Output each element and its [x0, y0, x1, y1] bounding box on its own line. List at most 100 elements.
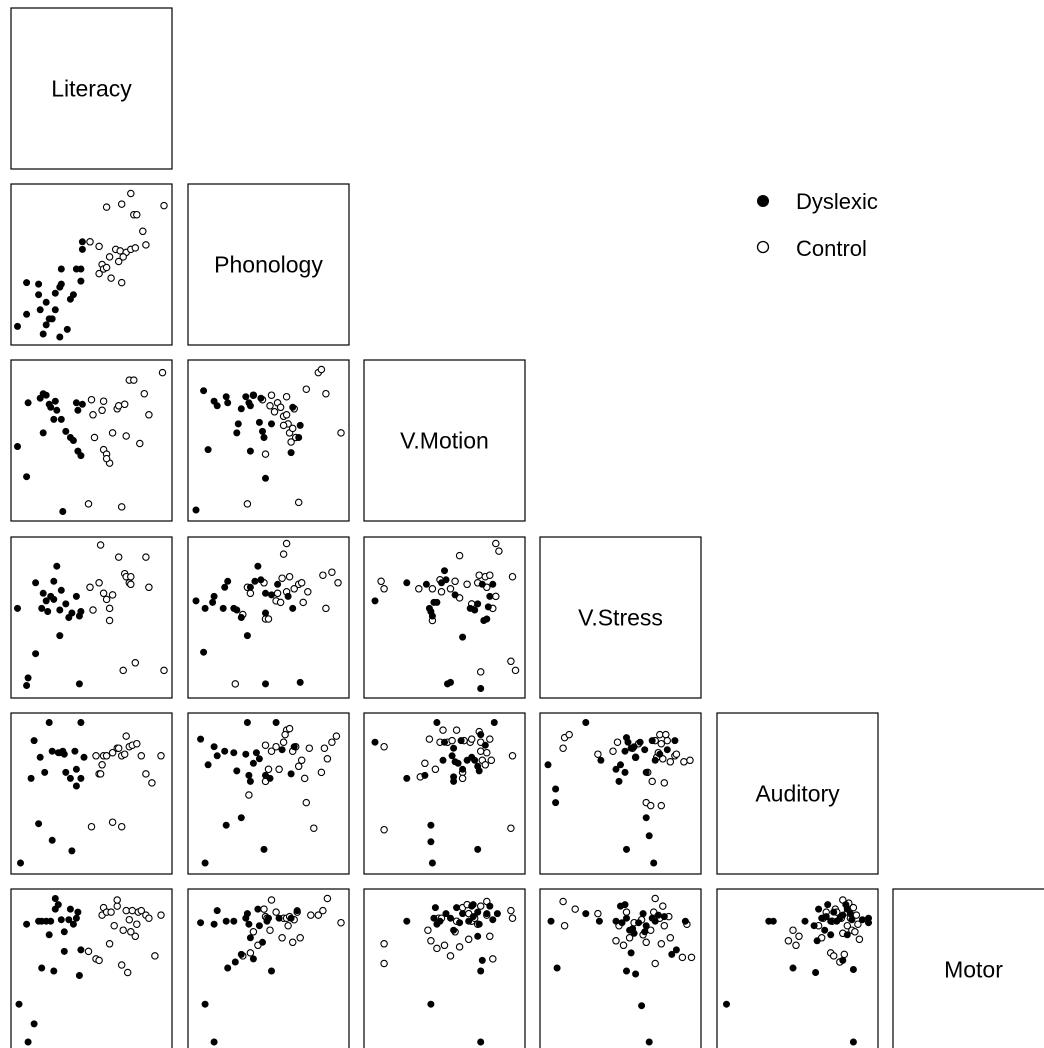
- point-dyslexic: [272, 718, 280, 726]
- point-dyslexic: [233, 606, 241, 614]
- point-dyslexic: [430, 914, 438, 922]
- point-control: [105, 616, 114, 625]
- point-dyslexic: [439, 756, 447, 764]
- point-dyslexic: [622, 914, 630, 922]
- point-dyslexic: [233, 767, 241, 775]
- point-control: [119, 926, 127, 934]
- point-control: [102, 203, 111, 211]
- panel-phonology-vs-motor: [187, 888, 350, 1048]
- point-dyslexic: [249, 391, 257, 399]
- point-dyslexic: [48, 836, 56, 844]
- point-dyslexic: [486, 902, 494, 910]
- point-control: [92, 752, 100, 760]
- point-control: [288, 938, 297, 947]
- panel-literacy-vs-v-stress: [10, 536, 173, 699]
- point-control: [666, 934, 675, 942]
- point-control: [421, 759, 429, 768]
- point-dyslexic: [224, 577, 232, 585]
- point-dyslexic: [57, 280, 65, 288]
- point-dyslexic: [75, 971, 83, 979]
- point-dyslexic: [23, 920, 31, 928]
- point-control: [261, 450, 270, 458]
- point-dyslexic: [293, 907, 301, 915]
- point-control: [122, 732, 130, 740]
- point-control: [105, 940, 114, 948]
- point-dyslexic: [38, 604, 46, 612]
- point-dyslexic: [469, 913, 477, 921]
- point-dyslexic: [243, 910, 251, 918]
- point-control: [276, 403, 285, 412]
- point-dyslexic: [69, 291, 77, 299]
- point-dyslexic: [48, 315, 56, 323]
- panel-frame: [363, 536, 526, 699]
- point-dyslexic: [80, 753, 88, 761]
- point-dyslexic: [36, 753, 44, 761]
- point-control: [95, 269, 103, 278]
- point-control: [125, 915, 134, 924]
- point-dyslexic: [552, 785, 560, 793]
- point-dyslexic: [450, 926, 458, 934]
- point-control: [142, 770, 150, 778]
- point-dyslexic: [210, 592, 218, 600]
- point-control: [276, 598, 285, 607]
- point-control: [117, 200, 126, 208]
- point-control: [307, 911, 315, 919]
- point-control: [625, 934, 634, 942]
- diag-cell-v-stress: [539, 536, 702, 699]
- point-dyslexic: [671, 737, 679, 745]
- point-control: [99, 589, 108, 598]
- point-control: [282, 392, 291, 401]
- point-dyslexic: [651, 917, 659, 925]
- legend-marker-dyslexic: [757, 195, 769, 207]
- point-control: [855, 935, 864, 944]
- point-dyslexic: [486, 592, 494, 600]
- point-dyslexic: [630, 929, 638, 937]
- point-dyslexic: [14, 322, 22, 330]
- point-control: [113, 896, 121, 904]
- point-control: [145, 583, 153, 592]
- point-dyslexic: [213, 752, 221, 760]
- point-dyslexic: [632, 970, 640, 978]
- point-dyslexic: [57, 415, 65, 423]
- diag-label-motor: Motor: [944, 957, 1003, 983]
- point-dyslexic: [69, 436, 77, 444]
- point-dyslexic: [246, 934, 254, 942]
- point-dyslexic: [290, 743, 298, 751]
- point-control: [160, 201, 168, 210]
- point-control: [594, 909, 602, 918]
- point-dyslexic: [624, 738, 632, 746]
- point-control: [849, 903, 858, 912]
- point-dyslexic: [224, 964, 232, 972]
- point-dyslexic: [284, 592, 292, 600]
- point-control: [117, 822, 126, 831]
- point-dyslexic: [56, 632, 64, 640]
- point-control: [476, 747, 485, 755]
- panel-literacy-vs-auditory: [10, 712, 173, 875]
- point-control: [458, 774, 467, 783]
- point-dyslexic: [35, 291, 43, 299]
- point-dyslexic: [53, 562, 61, 570]
- point-control: [486, 571, 494, 579]
- point-control: [131, 659, 140, 667]
- point-dyslexic: [60, 947, 68, 955]
- point-control: [380, 742, 388, 751]
- point-control: [260, 905, 268, 913]
- point-control: [439, 726, 447, 734]
- point-control: [433, 944, 441, 953]
- point-control: [98, 406, 106, 415]
- point-control: [594, 750, 602, 758]
- point-control: [297, 579, 306, 587]
- panel-frame: [187, 359, 350, 522]
- point-dyslexic: [433, 920, 441, 928]
- point-dyslexic: [41, 768, 49, 776]
- point-control: [322, 604, 330, 613]
- point-dyslexic: [77, 946, 85, 954]
- point-control: [651, 959, 659, 968]
- point-dyslexic: [651, 756, 659, 764]
- point-control: [795, 932, 803, 941]
- point-control: [687, 953, 696, 962]
- point-control: [840, 950, 849, 959]
- point-dyslexic: [210, 1038, 218, 1046]
- point-control: [127, 580, 135, 589]
- point-dyslexic: [453, 904, 461, 912]
